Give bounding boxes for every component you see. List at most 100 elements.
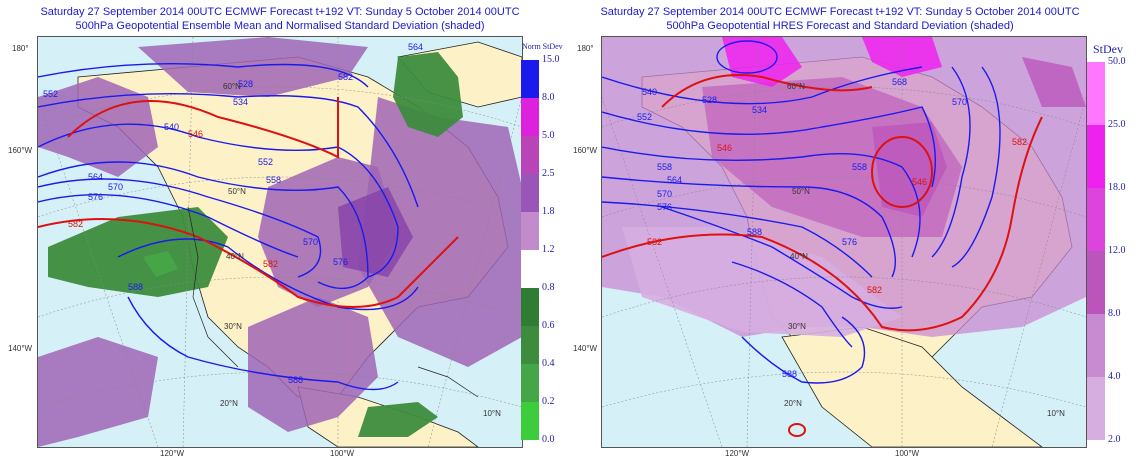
left-contour-label-576b: 576: [333, 257, 349, 267]
purple-shade-north: [138, 37, 368, 97]
right-legend-segment: [1087, 188, 1105, 251]
right-legend-tick-label: 12.0: [1108, 245, 1126, 256]
purple-shade-east: [358, 97, 522, 367]
right-colorbar: 50.0 25.0 18.0 12.0 8.0 4.0 2.0: [1087, 56, 1126, 445]
purple-shade-sw: [38, 337, 158, 447]
right-legend-segment: [1087, 251, 1105, 314]
right-contour-label-570: 570: [657, 189, 673, 199]
left-legend-segment: [521, 364, 539, 402]
left-contour-label-576: 576: [88, 192, 104, 202]
left-contour-label-540: 540: [164, 122, 180, 132]
right-red-contours: [602, 74, 1043, 437]
green-shade-pacific: [48, 207, 228, 297]
right-legend-tick-label: 18.0: [1108, 182, 1126, 193]
purple-shade-dark: [338, 187, 413, 277]
left-lat-label-40: 40°N: [226, 252, 244, 261]
green-shade-light: [143, 251, 178, 277]
right-lat-label-60: 60°N: [787, 82, 805, 91]
left-legend-tick-label: 5.0: [542, 130, 555, 141]
right-contour-label-528: 528: [702, 95, 718, 105]
right-contour-label-568: 568: [892, 77, 908, 87]
right-legend-segment: [1087, 314, 1105, 377]
left-legend-segment: [521, 288, 539, 326]
left-lat-label-60: 60°N: [223, 82, 241, 91]
right-lat-label-20: 20°N: [784, 399, 802, 408]
left-map-panel: 60°N 50°N 40°N 30°N 20°N 10°N 540 534 52…: [37, 36, 523, 448]
left-legend-segment: [521, 136, 539, 174]
right-legend-tick-label: 4.0: [1108, 371, 1121, 382]
left-legend-tick-label: 0.6: [542, 320, 555, 331]
left-legend-segment: [521, 402, 539, 440]
right-map-svg: [602, 37, 1086, 447]
left-legend-tick-label: 0.2: [542, 396, 555, 407]
right-title-line2: 500hPa Geopotential HRES Forecast and St…: [666, 20, 1014, 32]
right-contour-label-558b: 558: [852, 162, 868, 172]
right-red-label-582c: 582: [1012, 137, 1028, 147]
right-legend-title: StDev: [1093, 42, 1123, 56]
left-contour-label-564: 564: [88, 172, 104, 182]
left-lon-label-180: 180°: [12, 44, 29, 53]
right-lon-label-180: 180°: [577, 44, 594, 53]
left-red-label-582b: 582: [263, 259, 279, 269]
left-red-label-582: 582: [68, 219, 84, 229]
left-lon-label-160w: 160°W: [8, 146, 33, 155]
left-contour-label-588b: 588: [288, 375, 304, 385]
right-legend-tick-label: 2.0: [1108, 434, 1121, 445]
right-shade-lighter: [622, 227, 902, 337]
left-contour-label-528: 528: [238, 79, 254, 89]
left-legend-tick-label: 8.0: [542, 92, 555, 103]
right-legend-tick-label: 8.0: [1108, 308, 1121, 319]
right-contour-label-534: 534: [752, 105, 768, 115]
green-shade-hudson: [393, 52, 463, 137]
left-legend-segment: [521, 98, 539, 136]
right-contour-label-564: 564: [667, 175, 683, 185]
right-red-label-582b: 582: [867, 285, 883, 295]
left-legend-tick-label: 0.4: [542, 358, 555, 369]
right-title-line1: Saturday 27 September 2014 00UTC ECMWF F…: [600, 6, 1080, 18]
green-shade-gulf: [358, 402, 438, 437]
left-legend-tick-label: 1.2: [542, 244, 555, 255]
left-legend-tick-label: 0.8: [542, 282, 555, 293]
right-contour-label-570b: 570: [952, 97, 968, 107]
right-contour-label-588b: 588: [782, 369, 798, 379]
left-blue-contours: [38, 62, 419, 391]
right-red-label-582: 582: [647, 237, 663, 247]
purple-shade-south: [248, 297, 378, 432]
right-legend-segment: [1087, 125, 1105, 188]
left-title-line1: Saturday 27 September 2014 00UTC ECMWF F…: [40, 6, 520, 18]
right-legend-segment: [1087, 62, 1105, 125]
left-legend-segment: [521, 250, 539, 288]
left-red-contours: [38, 97, 459, 308]
right-red-label-546b: 546: [912, 177, 928, 187]
right-shade-low: [872, 122, 947, 217]
left-legend-tick-label: 1.8: [542, 206, 555, 217]
left-lon-label-120w: 120°W: [160, 449, 185, 458]
left-contour-label-564b: 564: [408, 42, 424, 52]
right-graticule: [602, 37, 1086, 447]
left-lat-label-10: 10°N: [483, 409, 501, 418]
right-central-america-land: [781, 326, 1043, 447]
right-lat-label-50: 50°N: [792, 187, 810, 196]
right-lon-label-120w: 120°W: [725, 449, 750, 458]
right-lat-label-30: 30°N: [788, 322, 806, 331]
right-lat-label-10: 10°N: [1047, 409, 1065, 418]
left-legend-tick-label: 0.0: [542, 434, 555, 445]
right-lon-label-100w: 100°W: [895, 449, 920, 458]
right-contour-label-552: 552: [637, 112, 653, 122]
left-lat-label-30: 30°N: [224, 322, 242, 331]
left-lon-label-140w: 140°W: [8, 344, 33, 353]
left-legend-segment: [521, 60, 539, 98]
left-red-label-546: 546: [188, 129, 204, 139]
left-legend-tick-label: 2.5: [542, 168, 555, 179]
right-lon-label-160w: 160°W: [573, 146, 598, 155]
left-contour-label-558: 558: [266, 175, 282, 185]
left-contour-label-582: 582: [338, 72, 354, 82]
left-title-line2: 500hPa Geopotential Ensemble Mean and No…: [75, 20, 485, 32]
left-legend-segment: [521, 174, 539, 212]
right-shade-east: [1022, 57, 1086, 107]
left-lat-label-50: 50°N: [228, 187, 246, 196]
left-contour-label-552b: 552: [43, 89, 59, 99]
right-lat-label-40: 40°N: [790, 252, 808, 261]
right-contour-label-588: 588: [747, 227, 763, 237]
left-legend-title: Norm StDev: [522, 42, 563, 51]
